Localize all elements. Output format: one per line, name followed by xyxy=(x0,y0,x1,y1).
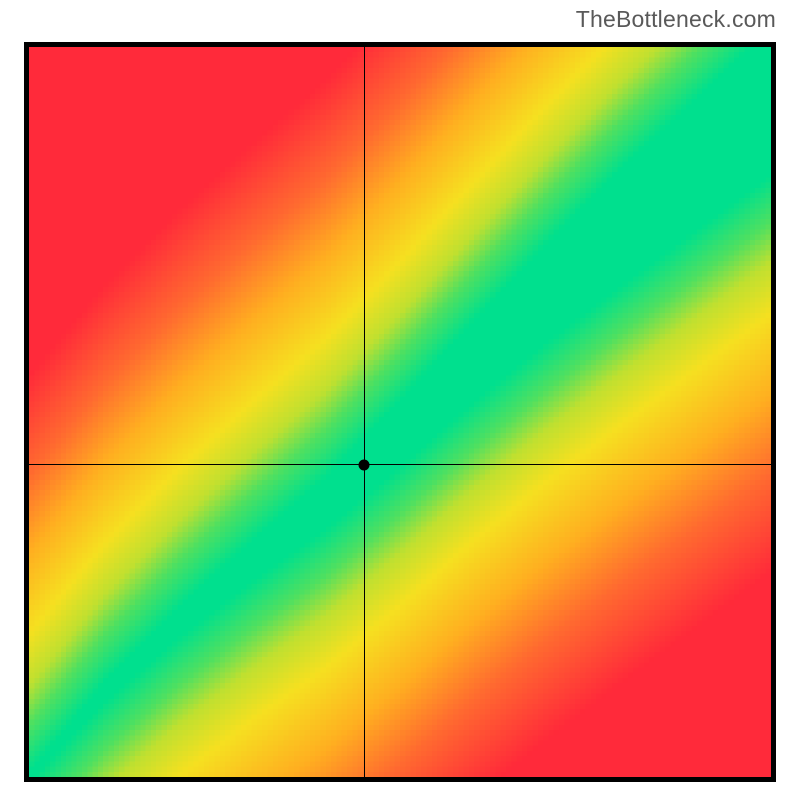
crosshair-vertical xyxy=(364,47,365,777)
heatmap-plot xyxy=(29,47,771,777)
crosshair-horizontal xyxy=(29,464,771,465)
heatmap-canvas xyxy=(29,47,771,777)
watermark-text: TheBottleneck.com xyxy=(576,6,776,33)
marker-dot xyxy=(359,459,370,470)
